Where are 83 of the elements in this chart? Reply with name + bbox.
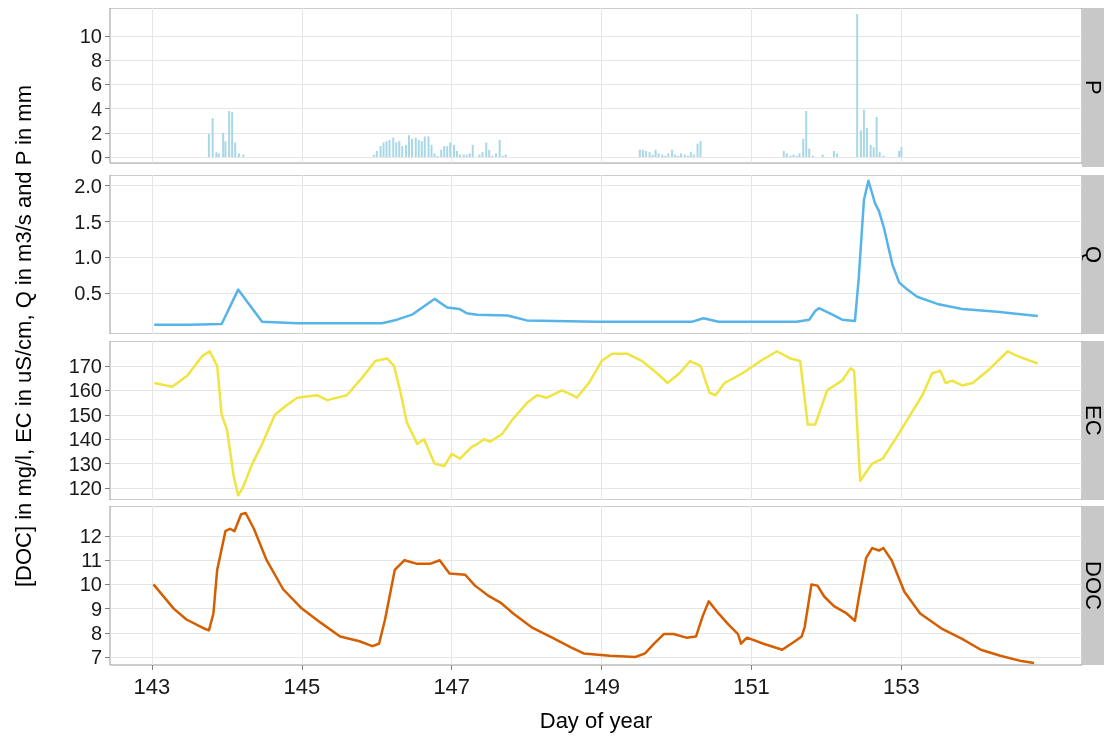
bar — [449, 142, 452, 157]
bar — [375, 150, 378, 157]
bar — [638, 149, 641, 157]
y-tick-label: 140 — [68, 428, 102, 451]
y-tick-label: 0.5 — [74, 282, 102, 305]
x-axis-title: Day of year — [539, 707, 653, 733]
bar — [900, 147, 903, 157]
bar — [485, 142, 488, 157]
bar — [388, 140, 391, 157]
y-tick-label: 170 — [68, 354, 102, 377]
bar — [471, 144, 474, 157]
bar — [395, 142, 398, 157]
bar — [392, 137, 395, 157]
x-tick-label: 149 — [583, 673, 620, 699]
text: DOC — [1081, 561, 1104, 610]
bar — [443, 146, 446, 157]
line-series — [152, 179, 1040, 326]
y-tick-label: 2.0 — [74, 174, 102, 197]
bar — [641, 149, 644, 157]
bar — [382, 142, 385, 157]
bar — [654, 149, 657, 157]
bar — [856, 14, 859, 157]
bar — [427, 136, 430, 157]
x-tick-label: 153 — [883, 673, 920, 699]
bar — [417, 140, 420, 157]
bar — [862, 109, 865, 157]
x-tick-label: 145 — [283, 673, 321, 699]
bar — [875, 117, 878, 157]
y-tick-label: 1.0 — [74, 246, 102, 269]
x-tick-label: 151 — [733, 673, 770, 699]
bar — [498, 140, 501, 157]
bar — [785, 153, 788, 157]
y-tick-label: 10 — [79, 573, 102, 596]
x-tick-label: 143 — [133, 673, 171, 699]
line-series — [152, 350, 1040, 497]
y-tick-label: 9 — [90, 597, 102, 620]
bar — [446, 146, 449, 157]
y-tick-label: 7 — [90, 646, 102, 669]
bar — [782, 150, 785, 157]
bar — [452, 144, 455, 157]
bar — [411, 138, 414, 157]
bar — [231, 112, 234, 157]
bar — [211, 118, 214, 157]
bar — [869, 144, 872, 157]
y-tick-label: 12 — [79, 525, 102, 548]
y-axis-title: [DOC] in mg/l, EC in uS/cm, Q in m3/s and P in mm — [11, 85, 37, 588]
bar — [805, 110, 808, 157]
bar — [657, 153, 660, 157]
bar — [222, 132, 225, 157]
bar — [414, 137, 417, 157]
y-tick-label: 4 — [90, 97, 102, 120]
bar — [385, 141, 388, 157]
bar — [699, 141, 702, 157]
y-tick-label: 8 — [90, 49, 102, 72]
bar — [228, 110, 231, 157]
x-tick-label: 147 — [433, 673, 471, 699]
bar — [207, 133, 210, 157]
y-tick-label: 6 — [90, 73, 102, 96]
text: P — [1081, 80, 1104, 95]
bar — [644, 150, 647, 157]
bar — [398, 141, 401, 157]
y-tick-label: 10 — [79, 24, 102, 47]
y-tick-label: 160 — [68, 379, 102, 402]
bar — [408, 135, 411, 157]
bar — [696, 143, 699, 157]
bar — [423, 136, 426, 157]
y-tick-label: 8 — [90, 621, 102, 644]
y-tick-label: 150 — [68, 403, 102, 426]
bar — [898, 150, 901, 157]
bar — [379, 146, 382, 157]
bar — [671, 149, 674, 157]
y-tick-label: 130 — [68, 452, 102, 475]
bar — [832, 150, 835, 157]
bar — [440, 149, 443, 157]
y-tick-label: 2 — [90, 121, 102, 144]
y-tick-label: 120 — [68, 477, 102, 500]
y-tick-label: 11 — [81, 549, 102, 572]
line-series — [152, 511, 1036, 665]
bar — [835, 153, 838, 157]
y-tick-label: 1.5 — [74, 210, 102, 233]
y-tick-label: 0 — [90, 146, 102, 168]
bar — [237, 153, 240, 157]
text: EC — [1081, 405, 1104, 436]
